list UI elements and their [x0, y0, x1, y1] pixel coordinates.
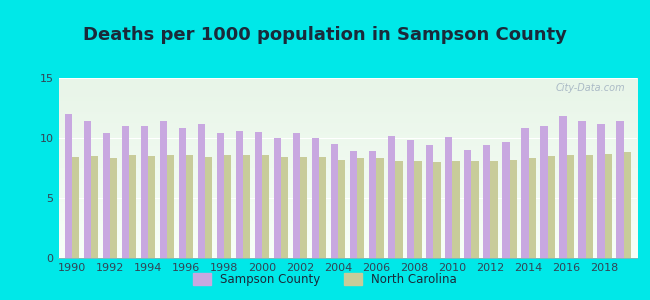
- Bar: [331, 144, 338, 258]
- Bar: [160, 121, 167, 258]
- Bar: [198, 124, 205, 258]
- Bar: [350, 151, 358, 258]
- Legend: Sampson County, North Carolina: Sampson County, North Carolina: [188, 268, 462, 291]
- Bar: [110, 158, 117, 258]
- Bar: [167, 155, 174, 258]
- Bar: [624, 152, 631, 258]
- Bar: [84, 121, 91, 258]
- Bar: [578, 121, 586, 258]
- Bar: [604, 154, 612, 258]
- Bar: [293, 133, 300, 258]
- Bar: [129, 155, 136, 258]
- Bar: [217, 133, 224, 258]
- Bar: [103, 133, 110, 258]
- Bar: [491, 161, 498, 258]
- Bar: [281, 157, 289, 258]
- Bar: [262, 155, 269, 258]
- Bar: [312, 138, 319, 258]
- Bar: [452, 161, 460, 258]
- Bar: [547, 156, 555, 258]
- Bar: [376, 158, 384, 258]
- Bar: [502, 142, 510, 258]
- Bar: [338, 160, 345, 258]
- Bar: [358, 158, 365, 258]
- Text: Deaths per 1000 population in Sampson County: Deaths per 1000 population in Sampson Co…: [83, 26, 567, 44]
- Bar: [319, 157, 326, 258]
- Bar: [369, 151, 376, 258]
- Bar: [464, 150, 471, 258]
- Bar: [616, 121, 624, 258]
- Bar: [236, 131, 243, 258]
- Text: City-Data.com: City-Data.com: [556, 83, 625, 93]
- Bar: [434, 162, 441, 258]
- Bar: [205, 157, 213, 258]
- Bar: [521, 128, 528, 258]
- Bar: [72, 157, 79, 258]
- Bar: [148, 156, 155, 258]
- Bar: [483, 145, 491, 258]
- Bar: [471, 161, 478, 258]
- Bar: [224, 155, 231, 258]
- Bar: [255, 132, 262, 258]
- Bar: [243, 155, 250, 258]
- Bar: [540, 126, 547, 258]
- Bar: [388, 136, 395, 258]
- Bar: [179, 128, 186, 258]
- Bar: [91, 156, 98, 258]
- Bar: [407, 140, 414, 258]
- Bar: [528, 158, 536, 258]
- Bar: [426, 145, 434, 258]
- Bar: [445, 137, 452, 258]
- Bar: [586, 155, 593, 258]
- Bar: [597, 124, 604, 258]
- Bar: [122, 126, 129, 258]
- Bar: [395, 161, 402, 258]
- Bar: [140, 126, 148, 258]
- Bar: [567, 155, 574, 258]
- Bar: [560, 116, 567, 258]
- Bar: [300, 157, 307, 258]
- Bar: [414, 161, 422, 258]
- Bar: [274, 138, 281, 258]
- Bar: [64, 114, 72, 258]
- Bar: [510, 160, 517, 258]
- Bar: [186, 155, 193, 258]
